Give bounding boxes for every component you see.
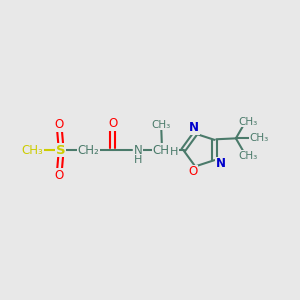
Text: H: H (134, 154, 142, 164)
Text: O: O (55, 118, 64, 131)
Text: CH₃: CH₃ (22, 143, 44, 157)
Text: N: N (189, 121, 199, 134)
Text: H: H (169, 147, 178, 158)
Text: CH₃: CH₃ (238, 151, 257, 160)
Text: CH₃: CH₃ (152, 120, 171, 130)
Text: O: O (188, 165, 197, 178)
Text: O: O (108, 117, 118, 130)
Text: CH₂: CH₂ (77, 143, 99, 157)
Text: O: O (55, 169, 64, 182)
Text: CH₃: CH₃ (238, 117, 257, 127)
Text: S: S (56, 143, 66, 157)
Text: N: N (216, 157, 226, 170)
Text: N: N (134, 143, 142, 157)
Text: CH: CH (153, 143, 170, 157)
Text: CH₃: CH₃ (249, 134, 268, 143)
